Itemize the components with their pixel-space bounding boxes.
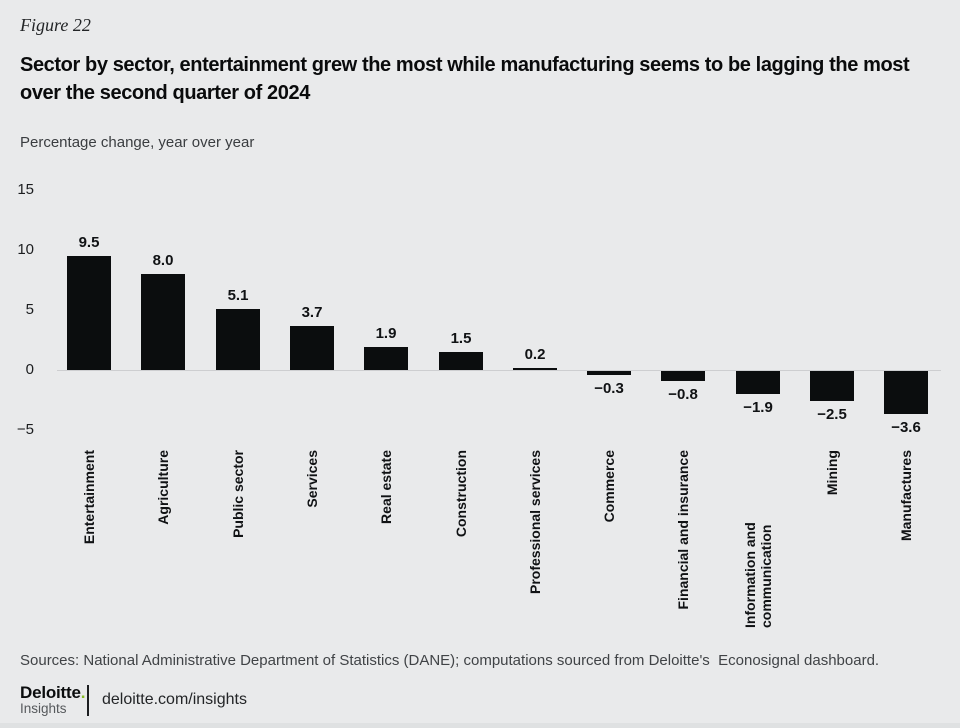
category-label-text: Services xyxy=(304,450,320,508)
x-axis-category-label: Entertainment xyxy=(51,450,127,628)
category-label-text: Agriculture xyxy=(155,450,171,525)
figure-label: Figure 22 xyxy=(20,15,91,35)
x-axis-category-label: Manufactures xyxy=(868,450,944,628)
bar xyxy=(661,371,705,381)
footer-divider xyxy=(87,684,89,716)
bar xyxy=(141,274,185,370)
figure-title: Sector by sector, entertainment grew the… xyxy=(20,54,910,104)
bar xyxy=(290,326,334,370)
category-label-text: Mining xyxy=(824,450,840,496)
x-axis-category-label: Real estate xyxy=(348,450,424,628)
x-axis-category-label: Commerce xyxy=(571,450,647,628)
y-axis-tick-label: −5 xyxy=(16,421,34,438)
category-label-text: Information and communication xyxy=(742,522,774,628)
x-axis-category-label: Financial and insurance xyxy=(645,450,721,628)
category-label-text: Commerce xyxy=(601,450,617,523)
bar xyxy=(736,371,780,394)
x-axis-category-label: Public sector xyxy=(200,450,276,628)
x-axis-category-label: Professional services xyxy=(497,450,573,628)
bar-value-label: −1.9 xyxy=(743,399,773,416)
deloitte-insights-logo: Deloitte. Insights xyxy=(20,683,86,716)
bar xyxy=(439,352,483,370)
bar xyxy=(216,309,260,370)
bar xyxy=(364,347,408,370)
bar-value-label: 1.9 xyxy=(375,325,397,342)
category-label-text: Professional services xyxy=(527,450,543,594)
bar-value-label: 3.7 xyxy=(301,304,323,321)
bar xyxy=(884,371,928,414)
y-axis-tick-label: 5 xyxy=(25,301,34,318)
category-label-text: Real estate xyxy=(378,450,394,524)
footer: Deloitte. Insights deloitte.com/insights xyxy=(20,684,247,716)
bar-value-label: −2.5 xyxy=(817,406,847,423)
bar-value-label: −0.8 xyxy=(668,386,698,403)
brand-green-dot: . xyxy=(80,683,86,702)
x-axis-category-label: Agriculture xyxy=(125,450,201,628)
category-label-text: Construction xyxy=(453,450,469,538)
bar xyxy=(513,368,557,370)
x-axis-category-label: Services xyxy=(274,450,350,628)
x-axis-category-label: Mining xyxy=(794,450,870,628)
source-note: Sources: National Administrative Departm… xyxy=(20,652,880,669)
bar-value-label: 0.2 xyxy=(524,346,546,363)
category-label-text: Public sector xyxy=(230,450,246,538)
x-axis-category-label: Information and communication xyxy=(720,450,796,628)
x-axis-zero-line xyxy=(57,370,941,371)
bar-value-label: −3.6 xyxy=(891,419,921,436)
bar-value-label: 1.5 xyxy=(450,330,472,347)
bar xyxy=(67,256,111,370)
brand-name-text: Deloitte xyxy=(20,683,81,702)
y-axis-tick-label: 0 xyxy=(25,361,34,378)
brand-wordmark: Deloitte. xyxy=(20,683,86,702)
category-label-text: Financial and insurance xyxy=(675,450,691,610)
bar-value-label: 8.0 xyxy=(152,252,174,269)
x-axis-category-label: Construction xyxy=(423,450,499,628)
bar-value-label: −0.3 xyxy=(594,380,624,397)
y-axis-unit-label: Percentage change, year over year xyxy=(20,134,255,151)
category-label-text: Entertainment xyxy=(81,450,97,545)
bar-value-label: 5.1 xyxy=(227,287,249,304)
insights-url-link[interactable]: deloitte.com/insights xyxy=(102,691,247,708)
bar xyxy=(810,371,854,401)
bottom-edge-strip xyxy=(0,723,960,728)
category-label-text: Manufactures xyxy=(898,450,914,542)
bar xyxy=(587,371,631,375)
brand-insights-text: Insights xyxy=(20,701,67,716)
y-axis-tick-label: 10 xyxy=(17,241,34,258)
y-axis-tick-label: 15 xyxy=(17,181,34,198)
bar-value-label: 9.5 xyxy=(78,234,100,251)
